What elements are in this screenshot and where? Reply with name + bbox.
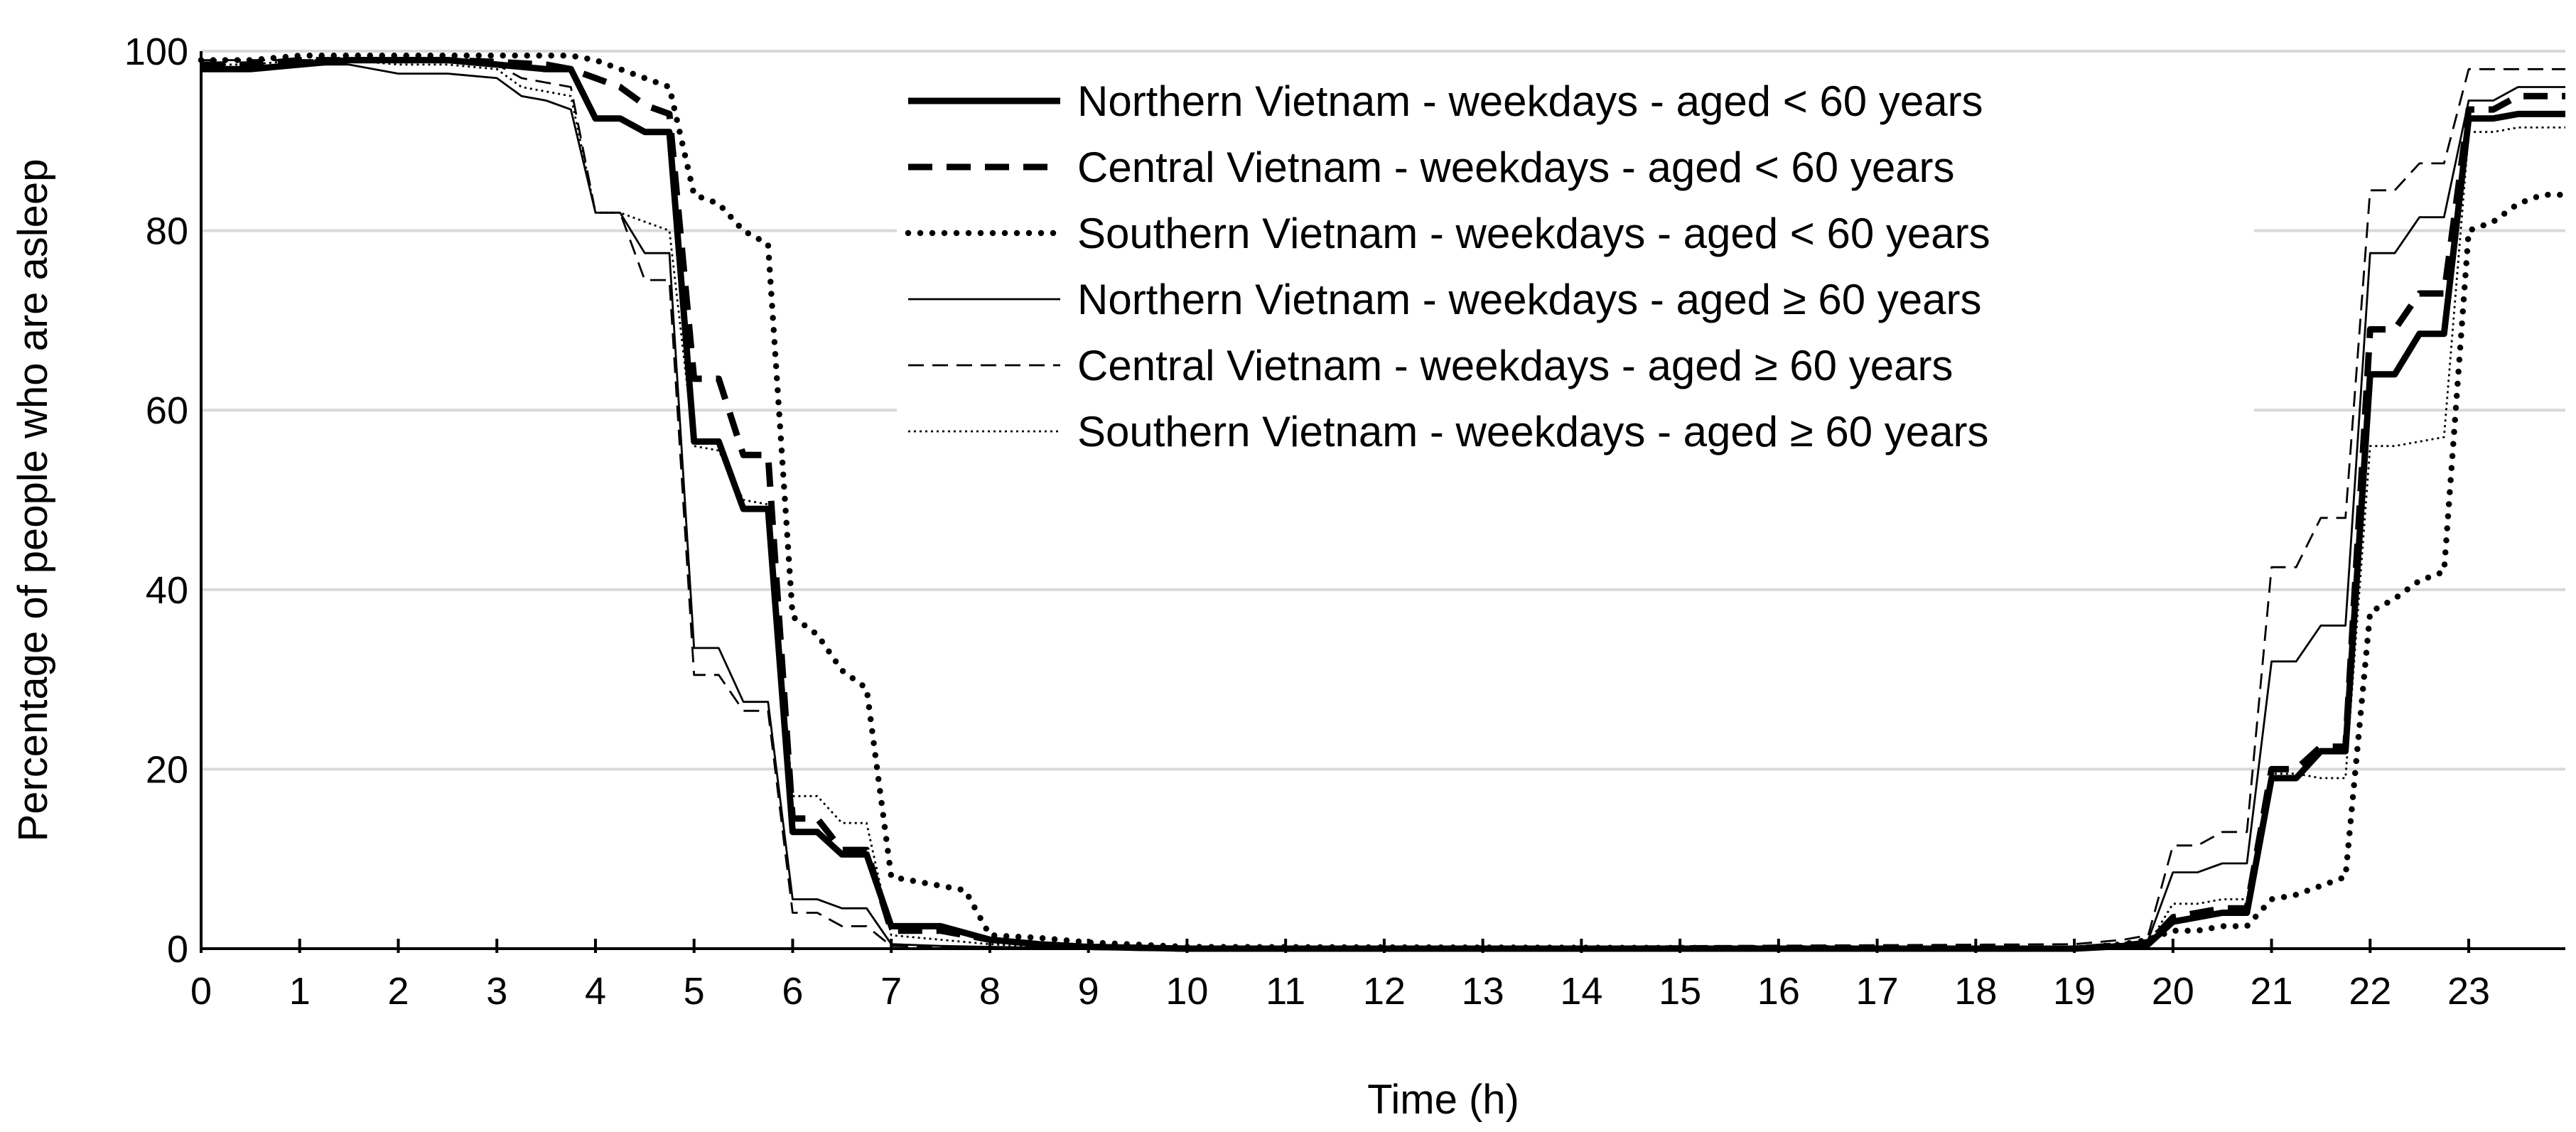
y-axis-title: Percentage of people who are asleep [10,159,56,842]
x-tick-label: 12 [1363,970,1406,1013]
y-tick-label: 80 [146,210,188,253]
x-ticks: 0 1 2 3 4 5 6 7 8 9 10 11 12 13 14 15 16 17 18 19 20 21 22 23 [190,939,2490,1013]
x-tick-label: 14 [1560,970,1602,1013]
x-tick-label: 23 [2447,970,2490,1013]
x-tick-label: 20 [2152,970,2194,1013]
legend-label: Southern Vietnam - weekdays - aged < 60 … [1077,210,1990,257]
x-tick-label: 7 [880,970,902,1013]
y-tick-label: 40 [146,569,188,612]
x-tick-label: 1 [289,970,311,1013]
x-tick-label: 19 [2053,970,2096,1013]
y-tick-label: 0 [167,928,188,971]
x-tick-label: 13 [1462,970,1504,1013]
y-tick-label: 20 [146,748,188,791]
y-tick-label: 100 [124,31,188,73]
x-tick-label: 11 [1266,970,1305,1013]
x-tick-label: 10 [1165,970,1208,1013]
legend-label: Northern Vietnam - weekdays - aged ≥ 60 … [1077,276,1981,323]
x-tick-label: 22 [2349,970,2391,1013]
legend: Northern Vietnam - weekdays - aged < 60 … [897,57,2254,483]
legend-label: Northern Vietnam - weekdays - aged < 60 … [1077,77,1983,125]
x-tick-label: 16 [1757,970,1800,1013]
x-tick-label: 6 [782,970,803,1013]
x-tick-label: 5 [684,970,705,1013]
series-line-6 [201,59,2565,950]
legend-box [897,57,2254,483]
x-tick-label: 9 [1078,970,1099,1013]
x-tick-label: 15 [1659,970,1701,1013]
x-axis-title: Time (h) [1367,1077,1519,1123]
x-tick-label: 2 [387,970,409,1013]
x-tick-label: 21 [2251,970,2293,1013]
y-tick-label: 60 [146,389,188,432]
legend-label: Southern Vietnam - weekdays - aged ≥ 60 … [1077,408,1989,456]
legend-label: Central Vietnam - weekdays - aged < 60 y… [1077,144,1955,191]
x-tick-label: 18 [1954,970,1997,1013]
x-tick-label: 3 [486,970,507,1013]
x-tick-label: 4 [585,970,606,1013]
x-tick-label: 8 [979,970,1001,1013]
x-tick-label: 17 [1856,970,1899,1013]
y-ticks: 0 20 40 60 80 100 [124,31,188,971]
x-tick-label: 0 [190,970,212,1013]
legend-label: Central Vietnam - weekdays - aged ≥ 60 y… [1077,342,1953,389]
